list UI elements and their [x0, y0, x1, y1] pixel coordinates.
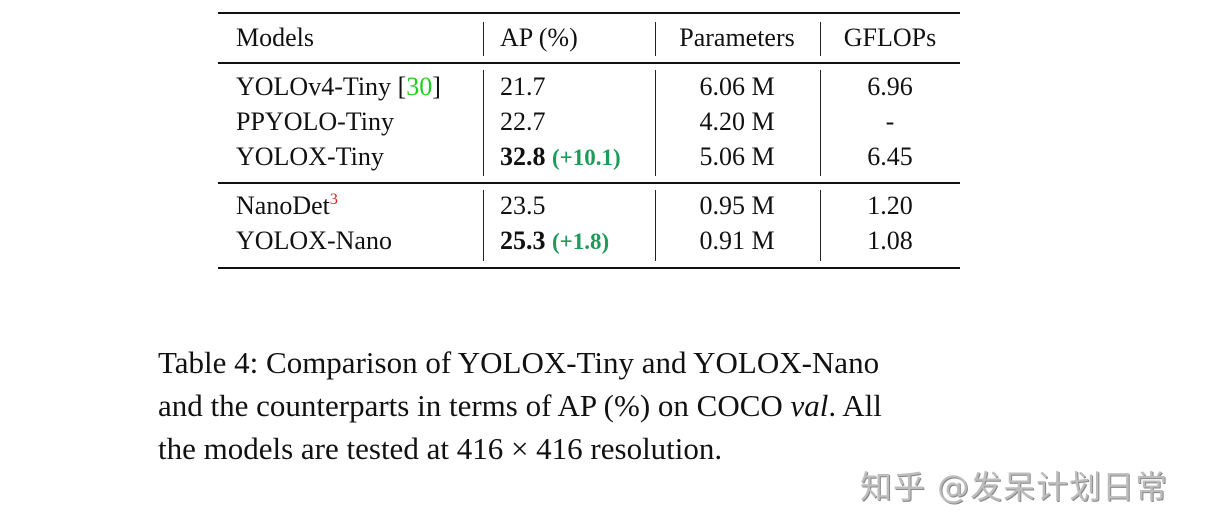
- table-row-gflops: -: [885, 107, 895, 136]
- column-separator: [820, 70, 822, 176]
- citation-link[interactable]: 30: [406, 72, 433, 101]
- table-row-ap: 25.3 (+1.8): [500, 226, 609, 257]
- table-row-params: 0.95 M: [699, 191, 775, 220]
- ap-value-best: 32.8: [500, 142, 546, 171]
- ap-gain: (+1.8): [552, 229, 610, 254]
- column-header-models: Models: [236, 23, 314, 52]
- caption-text: and the counterparts in terms of AP (%) …: [158, 388, 791, 423]
- table-group-rule: [218, 182, 960, 184]
- caption-italic-val: val: [790, 388, 829, 423]
- column-separator: [655, 22, 657, 56]
- table-header-rule: [218, 62, 960, 64]
- table-bottom-rule: [218, 267, 960, 269]
- caption-line-2: and the counterparts in terms of AP (%) …: [158, 384, 1018, 427]
- table-row-params: 5.06 M: [699, 142, 775, 171]
- table-row-gflops: 1.08: [867, 226, 913, 255]
- table-top-rule: [218, 12, 960, 14]
- table-row-gflops: 6.96: [867, 72, 913, 101]
- table-row-ap: 32.8 (+10.1): [500, 142, 621, 173]
- column-separator: [483, 70, 485, 176]
- model-name: NanoDet: [236, 191, 330, 220]
- watermark: 知乎 @发呆计划日常: [860, 468, 1169, 506]
- column-separator: [655, 70, 657, 176]
- table-row-model: YOLOX-Tiny: [236, 142, 384, 171]
- column-separator: [655, 190, 657, 261]
- table-row-model: YOLOv4-Tiny [30]: [236, 72, 441, 101]
- table-row-params: 0.91 M: [699, 226, 775, 255]
- model-name: YOLOv4-Tiny: [236, 72, 392, 101]
- footnote-link[interactable]: 3: [329, 191, 338, 208]
- caption-text: . All: [828, 388, 882, 423]
- table-caption: Table 4: Comparison of YOLOX-Tiny and YO…: [158, 341, 1018, 470]
- ap-value-best: 25.3: [500, 226, 546, 255]
- table-row-ap: 21.7: [500, 72, 546, 101]
- table-row-params: 4.20 M: [699, 107, 775, 136]
- ap-gain: (+10.1): [552, 145, 621, 170]
- table-row-gflops: 1.20: [867, 191, 913, 220]
- column-header-gflops: GFLOPs: [843, 23, 937, 52]
- table-row-params: 6.06 M: [699, 72, 775, 101]
- table-row-gflops: 6.45: [867, 142, 913, 171]
- caption-line-1: Table 4: Comparison of YOLOX-Tiny and YO…: [158, 345, 880, 380]
- table-row-model: NanoDet3: [236, 191, 338, 221]
- column-separator: [820, 190, 822, 261]
- column-header-parameters: Parameters: [679, 23, 795, 52]
- table-row-model: PPYOLO-Tiny: [236, 107, 394, 136]
- table-row-ap: 23.5: [500, 191, 546, 220]
- column-separator: [483, 22, 485, 56]
- column-separator: [483, 190, 485, 261]
- column-separator: [820, 22, 822, 56]
- caption-line-3: the models are tested at 416 × 416 resol…: [158, 431, 723, 466]
- column-header-ap: AP (%): [500, 23, 578, 52]
- table-row-model: YOLOX-Nano: [236, 226, 392, 255]
- table-row-ap: 22.7: [500, 107, 546, 136]
